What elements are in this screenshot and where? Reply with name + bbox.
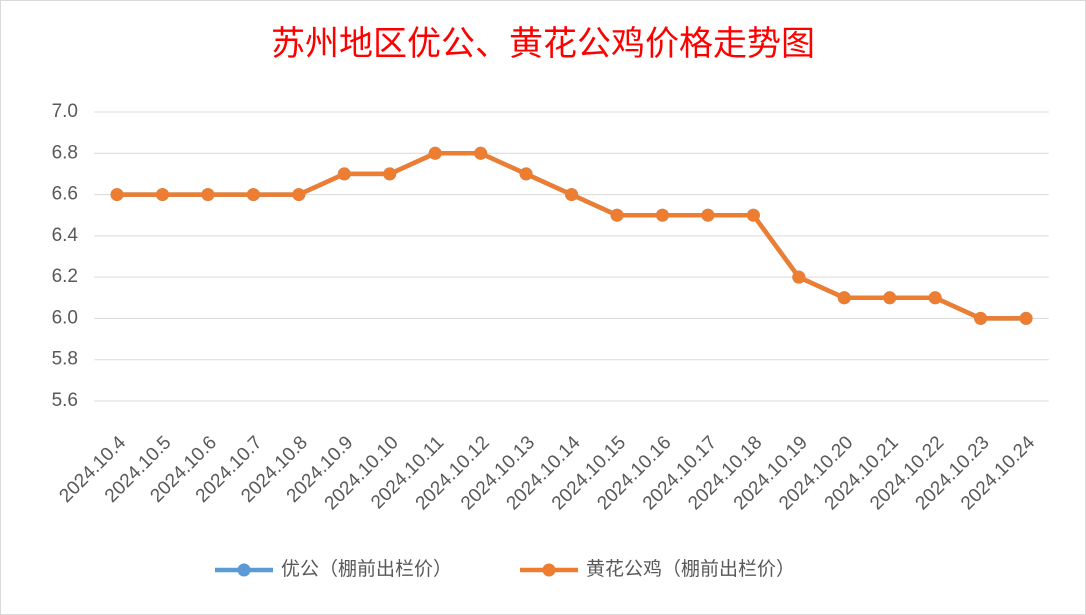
- data-point: [110, 188, 124, 202]
- data-point: [792, 270, 806, 284]
- data-point: [928, 291, 942, 305]
- y-tick-label: 6.8: [52, 142, 78, 163]
- data-point: [565, 188, 579, 202]
- data-point: [246, 188, 260, 202]
- data-point: [610, 208, 624, 222]
- data-point: [428, 146, 442, 160]
- data-point: [201, 188, 215, 202]
- y-tick-label: 6.0: [52, 307, 78, 328]
- legend-marker: [542, 563, 556, 577]
- y-tick-label: 5.8: [52, 349, 78, 370]
- data-point: [292, 188, 306, 202]
- data-point: [383, 167, 397, 181]
- data-point: [974, 311, 988, 325]
- data-point: [837, 291, 851, 305]
- data-point: [337, 167, 351, 181]
- data-point: [746, 208, 760, 222]
- data-point: [883, 291, 897, 305]
- data-point: [155, 188, 169, 202]
- data-point: [519, 167, 533, 181]
- y-tick-label: 6.6: [52, 184, 78, 205]
- y-tick-label: 6.2: [52, 266, 78, 287]
- data-point: [655, 208, 669, 222]
- legend-label: 优公（棚前出栏价）: [281, 558, 452, 580]
- data-point: [1019, 311, 1033, 325]
- y-tick-label: 5.6: [52, 390, 78, 411]
- data-point: [701, 208, 715, 222]
- y-tick-label: 7.0: [52, 101, 78, 122]
- y-tick-label: 6.4: [52, 225, 79, 246]
- data-point: [474, 146, 488, 160]
- chart-title: 苏州地区优公、黄花公鸡价格走势图: [271, 25, 815, 63]
- legend-marker: [237, 563, 251, 577]
- legend-label: 黄花公鸡（棚前出栏价）: [586, 558, 795, 580]
